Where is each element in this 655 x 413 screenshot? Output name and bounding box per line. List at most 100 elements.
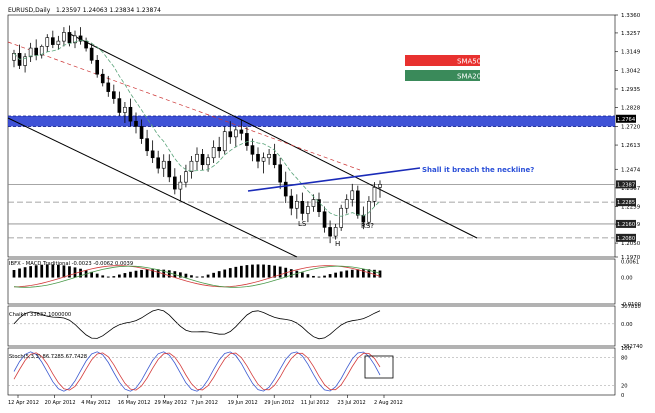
stoch-tick-label: 20 bbox=[621, 384, 628, 390]
chaikin-panel bbox=[8, 309, 615, 340]
stoch-tick-label: 0 bbox=[621, 393, 624, 399]
price-panel-frame bbox=[7, 14, 616, 258]
price-tick-label: 1.3149 bbox=[621, 50, 641, 56]
grid-layer bbox=[7, 14, 616, 396]
chaikin-tick-label: -382740 bbox=[621, 344, 643, 350]
candle bbox=[111, 91, 116, 99]
chaikin-tick-label: 307810 bbox=[621, 304, 641, 310]
candle bbox=[294, 200, 299, 209]
candle bbox=[239, 129, 244, 134]
stoch-signal-line bbox=[13, 352, 381, 391]
candle bbox=[289, 195, 294, 209]
price-tick-label: 1.2474 bbox=[621, 167, 641, 173]
x-tick-label: 12 Apr 2012 bbox=[8, 400, 39, 406]
candle bbox=[283, 181, 288, 197]
price-boxed-label: 1.2764 bbox=[617, 117, 636, 123]
candle bbox=[78, 35, 83, 42]
candle bbox=[106, 82, 111, 92]
price-tick-label: 1.3042 bbox=[621, 68, 640, 74]
price-tick-label: 1.2050 bbox=[621, 241, 641, 247]
chaikin-panel-frame bbox=[7, 305, 616, 347]
candle bbox=[211, 147, 216, 159]
candle bbox=[311, 199, 316, 207]
candle bbox=[217, 147, 222, 152]
price-tick-label: 1.3360 bbox=[621, 13, 641, 19]
stoch-tick-label: 80 bbox=[621, 355, 628, 361]
macd-tick-label: 0.00 bbox=[621, 276, 633, 282]
x-tick-label: 23 Jul 2012 bbox=[337, 400, 365, 406]
candle bbox=[150, 150, 155, 159]
candle bbox=[128, 106, 133, 122]
candle bbox=[339, 207, 344, 228]
channel-lower-line bbox=[7, 117, 298, 258]
price-tick-label: 1.2613 bbox=[621, 143, 641, 149]
candle bbox=[56, 40, 61, 45]
candle bbox=[161, 160, 166, 169]
price-panel bbox=[7, 25, 615, 258]
candle bbox=[261, 157, 266, 162]
legend-label-sma20: SMA20 bbox=[457, 73, 481, 81]
candle bbox=[23, 56, 27, 66]
annotation-right-shoulder: RS? bbox=[361, 222, 374, 230]
stoch-title: Stoch(5,3,3) 86.7285 67.7428 bbox=[9, 354, 87, 360]
axis-layer: 1.3360 1.3257 1.3149 1.3042 1.2935 1.2828 1.27… bbox=[8, 13, 643, 406]
macd-tick-label: -0.0100 bbox=[621, 302, 641, 308]
x-tick-label: 20 Apr 2012 bbox=[45, 400, 76, 406]
x-tick-label: 29 Jun 2012 bbox=[264, 400, 294, 406]
candle bbox=[361, 214, 366, 223]
candle bbox=[67, 32, 72, 44]
candle bbox=[245, 133, 249, 146]
legend-swatch-sma20 bbox=[405, 70, 480, 81]
annotation-question: Shall it breach the neckline? bbox=[422, 166, 534, 174]
x-tick-label: 2 Aug 2012 bbox=[374, 400, 403, 406]
candle bbox=[367, 200, 371, 223]
stoch-panel-frame bbox=[7, 347, 616, 396]
price-tick-label: 1.2828 bbox=[621, 106, 641, 112]
x-tick-label: 7 Jun 2012 bbox=[191, 400, 218, 406]
candle bbox=[100, 73, 105, 84]
candle bbox=[28, 47, 33, 58]
candle bbox=[62, 32, 66, 42]
candle bbox=[195, 153, 199, 162]
candle bbox=[189, 160, 194, 172]
candle bbox=[278, 164, 283, 183]
price-tick-label: 1.2935 bbox=[621, 87, 641, 93]
price-tick-label: 1.2259 bbox=[621, 205, 641, 211]
price-boxed-tag bbox=[616, 233, 636, 242]
stoch-highlight-box bbox=[364, 355, 394, 379]
sma-legend: SMA50 SMA20 bbox=[405, 55, 481, 81]
price-boxed-tag bbox=[616, 198, 636, 207]
candle bbox=[39, 46, 44, 56]
candle bbox=[222, 131, 227, 152]
price-boxed-label: 1.2160 bbox=[617, 222, 635, 228]
candle bbox=[250, 145, 255, 155]
resistance-band bbox=[8, 115, 615, 127]
macd-signal-line bbox=[13, 265, 381, 288]
candle bbox=[50, 37, 55, 45]
candle bbox=[178, 181, 183, 190]
chaikin-title: Chaikin 33632.1000000 bbox=[9, 312, 71, 318]
chart-symbol: EURUSD,Daily bbox=[8, 7, 51, 14]
x-tick-label: 11 Jul 2012 bbox=[301, 400, 329, 406]
candle bbox=[45, 37, 50, 47]
x-tick-label: 29 May 2012 bbox=[154, 400, 187, 406]
candle bbox=[117, 98, 122, 113]
price-tick-label: 1.3257 bbox=[621, 31, 641, 37]
chaikin-tick-label: 0.00 bbox=[621, 322, 633, 328]
sma50-line bbox=[7, 41, 361, 171]
candle bbox=[95, 59, 100, 75]
macd-tick-label: 0.0061 bbox=[621, 259, 639, 265]
candle bbox=[272, 153, 277, 166]
candle bbox=[344, 199, 349, 209]
chaikin-line bbox=[13, 309, 381, 340]
legend-label-sma50: SMA50 bbox=[457, 58, 481, 66]
price-boxed-tag bbox=[616, 114, 636, 123]
candle bbox=[378, 184, 382, 188]
candle bbox=[350, 190, 355, 200]
price-boxed-tag bbox=[616, 219, 636, 228]
candle bbox=[228, 131, 233, 138]
neckline bbox=[247, 167, 421, 192]
candle bbox=[172, 176, 177, 190]
candle bbox=[306, 206, 310, 214]
candle bbox=[184, 171, 188, 183]
